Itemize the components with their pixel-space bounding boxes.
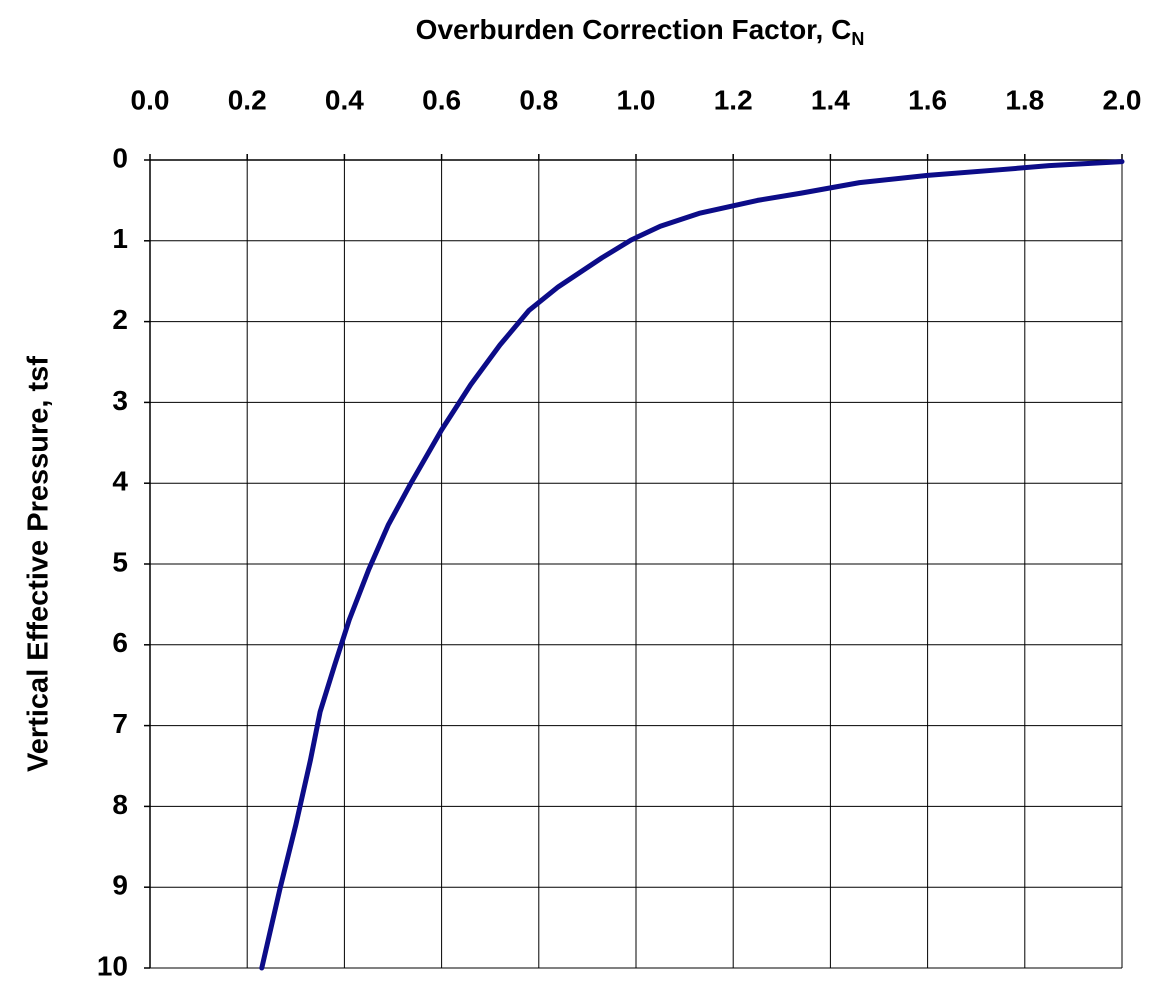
x-tick-label: 0.6 xyxy=(422,84,461,115)
x-tick-label: 1.2 xyxy=(714,84,753,115)
y-tick-label: 4 xyxy=(112,466,128,497)
x-tick-label: 0.0 xyxy=(131,84,170,115)
y-tick-label: 2 xyxy=(112,304,128,335)
y-tick-label: 7 xyxy=(112,708,128,739)
x-tick-label: 2.0 xyxy=(1103,84,1142,115)
y-tick-label: 6 xyxy=(112,627,128,658)
title-subscript: N xyxy=(851,29,864,49)
y-tick-label: 0 xyxy=(112,142,128,173)
x-tick-label: 0.4 xyxy=(325,84,364,115)
y-tick-label: 9 xyxy=(112,870,128,901)
y-tick-label: 5 xyxy=(112,546,128,577)
chart-title: Overburden Correction Factor, CN xyxy=(416,14,865,48)
x-tick-label: 0.2 xyxy=(228,84,267,115)
data-line xyxy=(259,159,1125,971)
y-axis-label: Vertical Effective Pressure, tsf xyxy=(23,356,55,772)
title-text: Overburden Correction Factor, C xyxy=(416,14,852,45)
y-tick-label: 3 xyxy=(112,385,128,416)
y-tick-label: 1 xyxy=(112,223,128,254)
y-tick-label: 8 xyxy=(112,789,128,820)
x-tick-label: 1.0 xyxy=(617,84,656,115)
x-tick-label: 1.6 xyxy=(908,84,947,115)
y-tick-label: 10 xyxy=(97,950,128,981)
x-tick-label: 1.4 xyxy=(811,84,850,115)
x-tick-label: 0.8 xyxy=(519,84,558,115)
x-tick-label: 1.8 xyxy=(1005,84,1044,115)
